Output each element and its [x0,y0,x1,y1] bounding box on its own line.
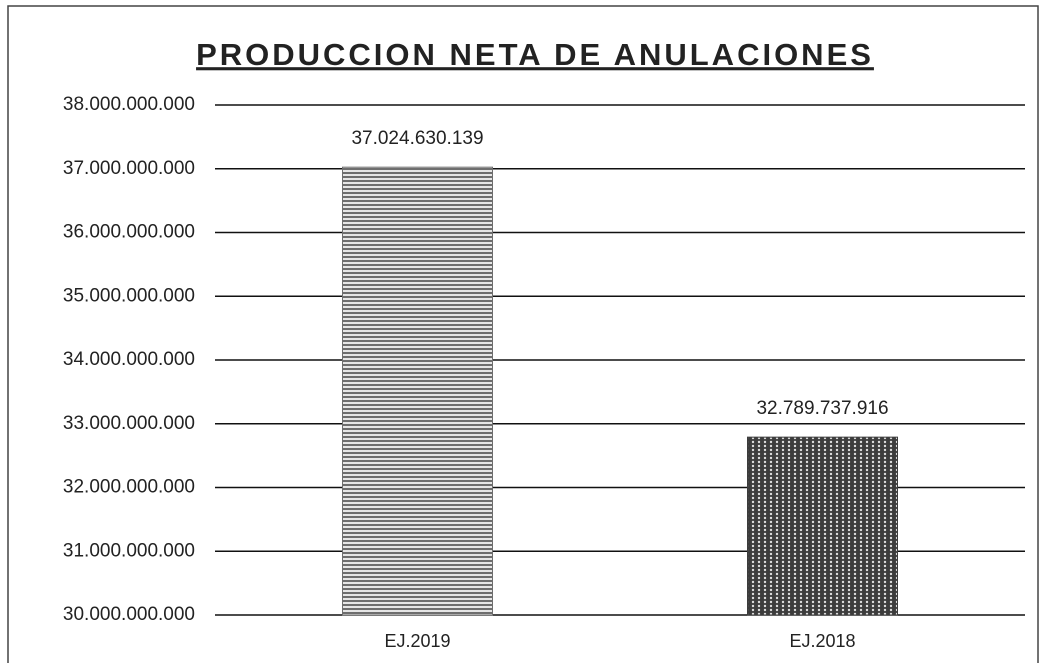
x-tick-label: EJ.2018 [789,631,855,651]
bar [342,166,493,616]
y-tick-label: 30.000.000.000 [63,604,195,625]
bar [747,436,898,616]
y-tick-label: 31.000.000.000 [63,540,195,561]
x-tick-label: EJ.2019 [384,631,450,651]
y-tick-label: 37.000.000.000 [63,158,195,179]
y-tick-label: 35.000.000.000 [63,285,195,306]
y-tick-label: 38.000.000.000 [63,94,195,115]
value-label: 37.024.630.139 [351,128,483,149]
y-tick-label: 33.000.000.000 [63,413,195,434]
y-tick-label: 34.000.000.000 [63,349,195,370]
chart-title: PRODUCCION NETA DE ANULACIONES [196,37,874,72]
value-label: 32.789.737.916 [756,398,888,419]
y-tick-label: 36.000.000.000 [63,222,195,243]
y-tick-label: 32.000.000.000 [63,477,195,498]
